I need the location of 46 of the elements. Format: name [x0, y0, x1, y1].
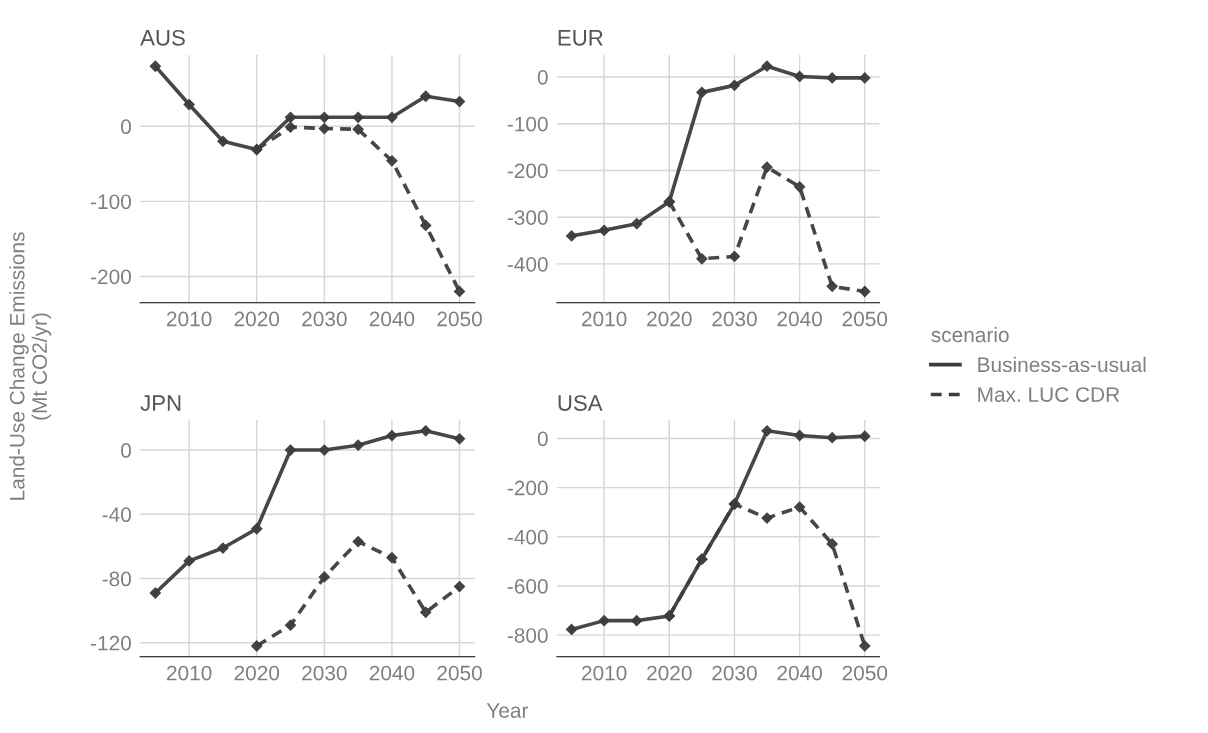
x-tick-label: 2020 — [647, 665, 692, 681]
y-tick-label: -600 — [507, 578, 548, 594]
x-tick-label: 2010 — [582, 311, 627, 327]
y-tick-label: -200 — [507, 163, 548, 179]
x-tick-label: 2040 — [369, 311, 415, 327]
x-tick-label: 2030 — [302, 311, 347, 327]
x-tick-label: 2020 — [234, 665, 280, 681]
chart-title: EUR — [558, 30, 603, 46]
y-tick-label: -100 — [91, 194, 131, 210]
x-tick-label: 2050 — [437, 311, 482, 327]
y-tick-label: -300 — [507, 210, 548, 225]
x-tick-label: 2030 — [712, 311, 757, 327]
x-tick-label: 2020 — [234, 311, 280, 327]
chart-title: AUS — [140, 29, 185, 46]
y-tick-label: -800 — [507, 628, 548, 643]
y-tick-label: -100 — [507, 116, 548, 132]
y-tick-label: -40 — [102, 507, 131, 523]
legend-label: Max. LUC CDR — [978, 387, 1120, 402]
y-tick-label: 0 — [537, 69, 548, 85]
x-tick-label: 2040 — [777, 311, 822, 327]
y-tick-label: -120 — [91, 635, 131, 651]
x-tick-label: 2030 — [302, 665, 347, 681]
y-tick-label: -80 — [102, 571, 131, 587]
y-tick-label: 0 — [121, 443, 131, 458]
x-tick-label: 2010 — [582, 665, 627, 681]
y-tick-label: 0 — [537, 431, 548, 447]
legend-title: scenario — [931, 326, 1009, 343]
chart-title: JPN — [140, 395, 181, 411]
x-tick-label: 2050 — [842, 665, 888, 681]
chart-title: USA — [558, 395, 603, 411]
y-axis-title: Land-Use Change Emissions (Mt CO2/yr) — [9, 232, 52, 500]
y-tick-label: -200 — [91, 269, 131, 285]
y-tick-label: -400 — [507, 256, 548, 272]
y-tick-label: -200 — [507, 480, 548, 496]
y-tick-label: 0 — [121, 119, 131, 135]
y-tick-label: -400 — [507, 529, 548, 545]
x-tick-label: 2050 — [842, 311, 888, 327]
x-tick-label: 2040 — [369, 665, 415, 681]
x-tick-label: 2030 — [712, 665, 757, 681]
x-tick-label: 2020 — [647, 311, 692, 327]
legend-label: Business-as-usual — [978, 356, 1146, 373]
x-tick-label: 2010 — [167, 665, 212, 681]
x-tick-label: 2040 — [777, 665, 822, 681]
x-tick-label: 2010 — [167, 311, 212, 327]
x-tick-label: 2050 — [437, 665, 482, 681]
x-axis-title: Year — [486, 703, 529, 718]
